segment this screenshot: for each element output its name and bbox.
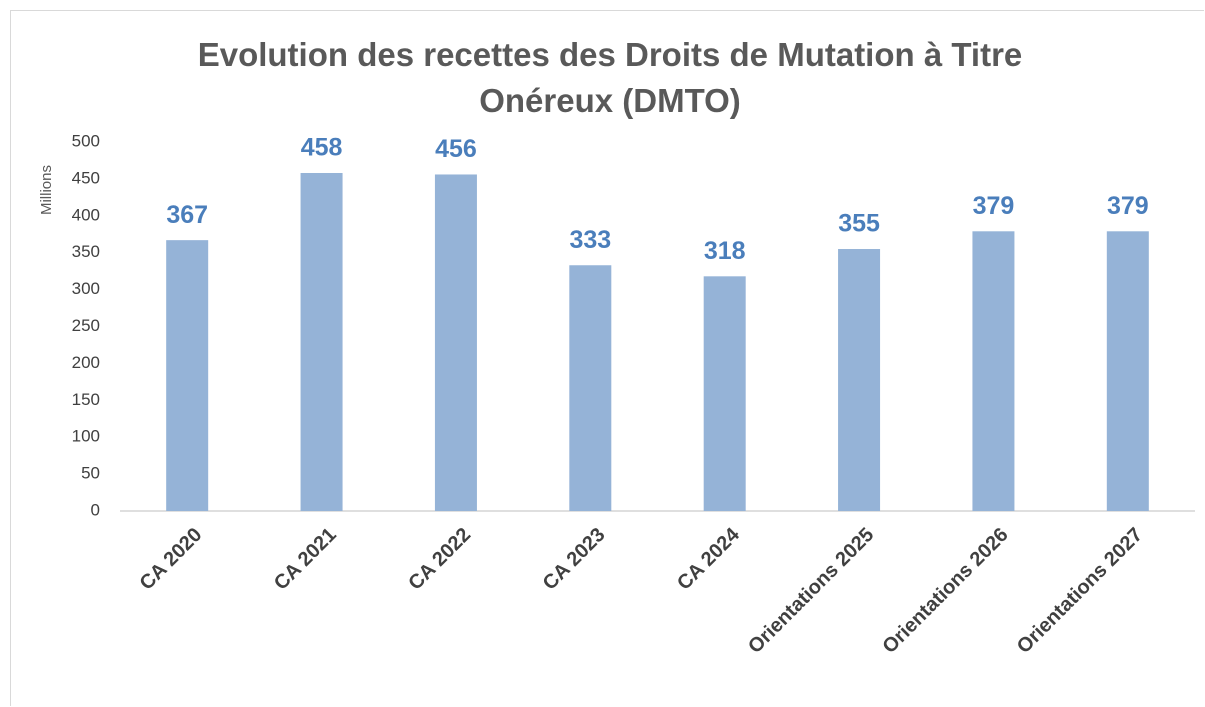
bar xyxy=(300,172,343,511)
x-tick-label: Orientations 2026 xyxy=(878,524,1012,658)
x-tick-label: Orientations 2027 xyxy=(1013,524,1147,658)
data-label: 456 xyxy=(435,135,477,163)
data-label: 318 xyxy=(704,237,746,265)
data-label: 379 xyxy=(1107,192,1149,220)
bar xyxy=(1106,231,1149,511)
y-axis-label: Millions xyxy=(38,165,55,215)
x-tick-label: Orientations 2025 xyxy=(744,524,878,658)
x-tick-label: CA 2024 xyxy=(673,523,744,594)
y-tick-label: 0 xyxy=(91,500,100,519)
chart-frame xyxy=(10,10,1204,706)
data-label: 333 xyxy=(569,226,611,254)
bar xyxy=(569,265,612,511)
bar xyxy=(166,240,209,512)
y-tick-label: 300 xyxy=(72,279,100,298)
y-tick-label: 500 xyxy=(72,131,100,150)
bar xyxy=(434,174,477,512)
bar xyxy=(703,276,746,511)
y-tick-label: 250 xyxy=(72,316,100,335)
data-label: 458 xyxy=(301,134,343,162)
bar xyxy=(972,231,1015,511)
y-tick-label: 50 xyxy=(81,464,100,483)
bar xyxy=(838,249,881,511)
y-tick-label: 350 xyxy=(72,242,100,261)
y-tick-label: 200 xyxy=(72,353,100,372)
data-label: 367 xyxy=(166,201,208,229)
y-tick-label: 400 xyxy=(72,205,100,224)
x-tick-label: CA 2021 xyxy=(270,524,341,595)
x-tick-label: CA 2020 xyxy=(136,524,207,595)
x-tick-label: CA 2023 xyxy=(539,524,610,595)
data-label: 355 xyxy=(838,210,880,238)
y-tick-label: 100 xyxy=(72,427,100,446)
x-tick-label: CA 2022 xyxy=(404,524,475,595)
chart-title: Evolution des recettes des Droits de Mut… xyxy=(197,36,1023,119)
y-tick-label: 450 xyxy=(72,168,100,187)
data-label: 379 xyxy=(973,192,1015,220)
y-tick-label: 150 xyxy=(72,390,100,409)
